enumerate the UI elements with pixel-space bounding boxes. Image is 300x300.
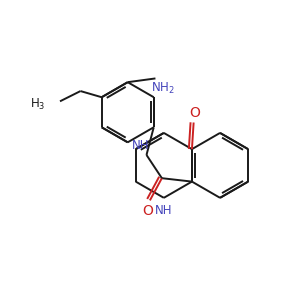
Text: NH: NH — [132, 139, 149, 152]
Text: NH: NH — [155, 204, 172, 217]
Text: O: O — [189, 106, 200, 120]
Text: H$_3$: H$_3$ — [30, 97, 46, 112]
Text: NH$_2$: NH$_2$ — [152, 81, 175, 96]
Text: O: O — [142, 204, 153, 218]
